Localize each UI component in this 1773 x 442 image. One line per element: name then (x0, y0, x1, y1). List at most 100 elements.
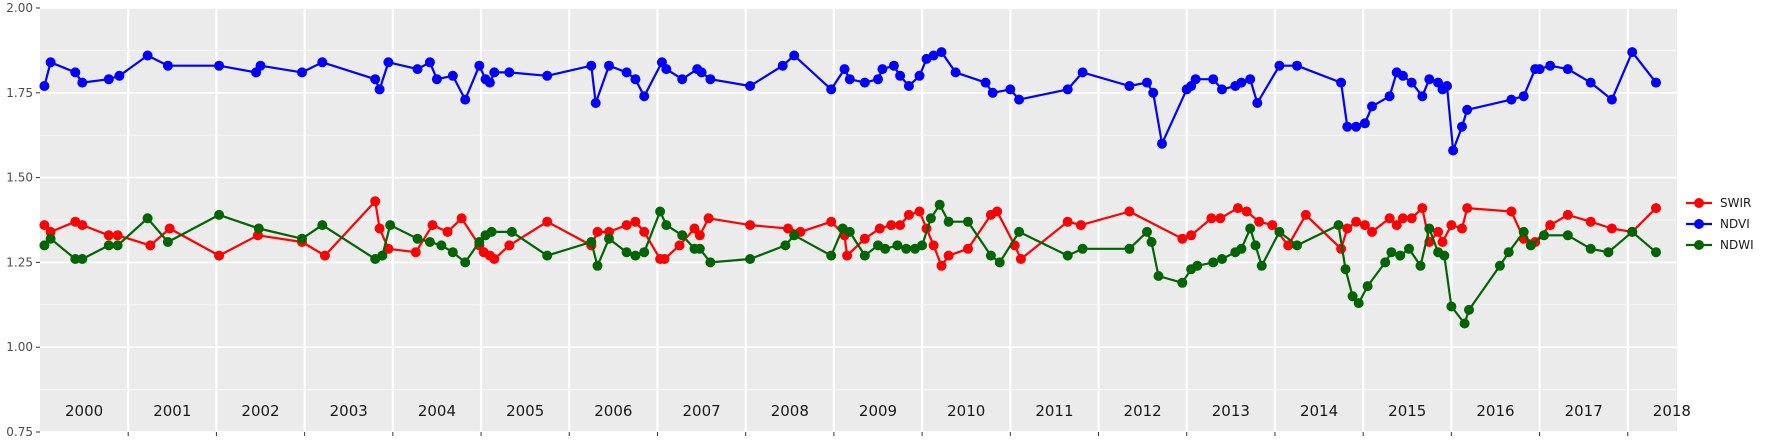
swir-point (886, 220, 897, 231)
ndwi-point (705, 257, 716, 268)
swir-point (1206, 213, 1217, 224)
ndvi-point (1190, 74, 1201, 85)
ndvi-point (1606, 94, 1617, 105)
swir-point (1433, 226, 1444, 237)
ndvi-point (1124, 81, 1135, 91)
ndvi-point (103, 74, 114, 85)
ndwi-point (639, 247, 650, 258)
ndwi-point (661, 220, 672, 231)
ndvi-point (1627, 47, 1638, 58)
ndwi-point (844, 226, 855, 237)
ndvi-point (255, 60, 266, 71)
swir-point (442, 226, 453, 237)
ndvi-point (77, 77, 88, 88)
ndwi-point (655, 206, 666, 217)
ndwi-point (1062, 250, 1073, 261)
ndvi-point (142, 50, 153, 61)
ndwi-point (377, 250, 388, 261)
year-label: 2009 (859, 402, 897, 420)
ndwi-point (1459, 318, 1470, 329)
ndwi-point (1386, 247, 1397, 258)
swir-point (1267, 220, 1278, 231)
ndwi-point (1539, 230, 1549, 241)
swir-point (1606, 223, 1617, 234)
ndwi-point (424, 237, 435, 247)
ndwi-point (1446, 301, 1457, 312)
ndwi-point (1380, 257, 1391, 268)
ndvi-point (1062, 84, 1073, 95)
swir-point (943, 250, 954, 261)
ndwi-point (1347, 291, 1358, 302)
ndwi-point (474, 237, 485, 247)
ndvi-point (317, 57, 328, 68)
ndvi-point (383, 57, 394, 68)
ndvi-point (214, 60, 225, 71)
swir-point (1075, 220, 1086, 231)
ndwi-point (859, 250, 870, 261)
swir-point (1351, 216, 1362, 227)
ndwi-point (1014, 226, 1025, 237)
swir-point (936, 260, 947, 271)
swir-point (859, 233, 870, 244)
ndwi-point (1177, 277, 1188, 288)
ndvi-point (1562, 64, 1573, 75)
ndvi-point (1208, 74, 1219, 85)
swir-point (842, 250, 853, 261)
ndvi-legend-marker (1694, 219, 1704, 229)
ndvi-point (639, 91, 650, 102)
swir-point (1215, 213, 1226, 224)
ndvi-point (1014, 94, 1025, 105)
ndvi-point (1585, 77, 1596, 88)
ndwi-point (1142, 226, 1152, 237)
ndwi-point (1525, 240, 1536, 251)
swir-point (630, 216, 641, 227)
year-label: 2005 (506, 402, 544, 420)
swir-point (826, 216, 837, 227)
ndvi-point (1424, 74, 1435, 85)
ndvi-point (1336, 77, 1347, 88)
swir-point (1397, 213, 1408, 224)
swir-point (112, 230, 123, 241)
ndvi-point (826, 84, 837, 95)
swir-point (370, 196, 381, 207)
ndvi-point (484, 77, 495, 88)
swir-point (1300, 209, 1311, 220)
swir-point (639, 226, 650, 237)
ndvi-point (474, 60, 485, 71)
ndwi-point (994, 257, 1005, 268)
ndvi-point (70, 67, 81, 78)
ndvi-point (987, 87, 998, 98)
ndwi-point (1292, 240, 1302, 251)
ndwi-point (677, 230, 688, 241)
ndvi-point (789, 50, 800, 61)
ndwi-point (604, 233, 614, 244)
swir-point (703, 213, 714, 224)
ndvi-point (745, 81, 756, 91)
ndwi-point (892, 240, 903, 251)
x-axis-ticks (127, 432, 1629, 436)
year-label: 2015 (1388, 402, 1426, 420)
swir-point (1462, 203, 1473, 214)
swir-point (1417, 203, 1428, 214)
ndwi-point (1424, 223, 1435, 234)
ndwi-point (412, 233, 423, 244)
ndwi-point (162, 237, 173, 247)
ndvi-point (839, 64, 850, 75)
ndwi-point (1651, 247, 1661, 258)
swir-point (1406, 213, 1417, 224)
ndwi-point (1353, 298, 1364, 309)
ndwi-point (1585, 243, 1596, 254)
ndvi-point (1534, 64, 1545, 75)
legend: SWIR NDVI NDWI (1686, 196, 1754, 252)
swir-point (1241, 206, 1252, 217)
swir-point (621, 220, 632, 231)
ndwi-point (1603, 247, 1614, 258)
swir-point (103, 230, 114, 241)
year-label: 2004 (418, 402, 456, 420)
ndwi-point (1274, 226, 1285, 237)
ndvi-point (1245, 74, 1256, 85)
ndwi-point (486, 226, 497, 237)
ndvi-point (431, 74, 442, 85)
ndvi-point (586, 60, 597, 71)
